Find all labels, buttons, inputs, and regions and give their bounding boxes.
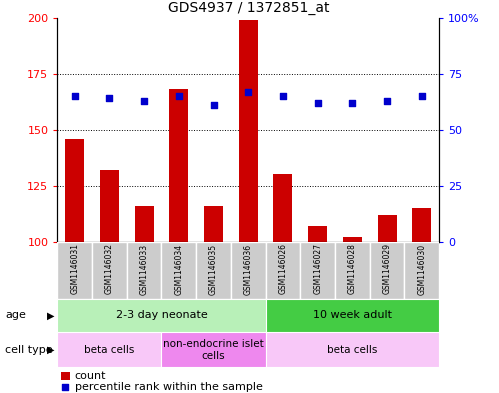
Bar [300,242,335,299]
Bar [273,174,292,242]
Text: GSM1146034: GSM1146034 [174,243,183,294]
Bar [265,299,439,332]
Text: age: age [5,310,26,320]
Point [61,384,69,390]
Text: GSM1146029: GSM1146029 [383,243,392,294]
Text: GSM1146033: GSM1146033 [140,243,149,294]
Point [105,95,113,101]
Text: GSM1146031: GSM1146031 [70,243,79,294]
Text: 2-3 day neonate: 2-3 day neonate [116,310,208,320]
Bar [196,242,231,299]
Text: GSM1146026: GSM1146026 [278,243,287,294]
Bar [335,242,370,299]
Bar [162,242,196,299]
Text: non-endocrine islet
cells: non-endocrine islet cells [163,339,264,360]
Text: GSM1146028: GSM1146028 [348,243,357,294]
Bar [231,242,265,299]
Text: GSM1146032: GSM1146032 [105,243,114,294]
Text: ▶: ▶ [47,310,55,320]
Text: ▶: ▶ [47,345,55,355]
Text: GSM1146027: GSM1146027 [313,243,322,294]
Bar [65,139,84,242]
Point [175,93,183,99]
Point [279,93,287,99]
Bar [265,242,300,299]
Text: beta cells: beta cells [84,345,135,355]
Bar [100,170,119,242]
Text: beta cells: beta cells [327,345,378,355]
Bar [61,371,69,380]
Point [383,97,391,104]
Text: cell type: cell type [5,345,52,355]
Bar [57,299,265,332]
Bar [127,242,162,299]
Bar [308,226,327,242]
Point [418,93,426,99]
Bar [370,242,404,299]
Point [244,88,252,95]
Bar [169,89,189,242]
Point [314,100,322,106]
Title: GDS4937 / 1372851_at: GDS4937 / 1372851_at [168,1,329,15]
Text: count: count [74,371,106,381]
Text: GSM1146036: GSM1146036 [244,243,253,294]
Text: percentile rank within the sample: percentile rank within the sample [74,382,262,391]
Bar [92,242,127,299]
Bar [412,208,431,242]
Bar [57,242,92,299]
Bar [343,237,362,242]
Bar [239,20,258,242]
Bar [162,332,265,367]
Point [71,93,79,99]
Text: 10 week adult: 10 week adult [313,310,392,320]
Bar [404,242,439,299]
Bar [57,332,162,367]
Point [140,97,148,104]
Bar [135,206,154,242]
Text: GSM1146030: GSM1146030 [417,243,426,294]
Bar [378,215,397,242]
Text: GSM1146035: GSM1146035 [209,243,218,294]
Point [210,102,218,108]
Point [348,100,356,106]
Bar [204,206,223,242]
Bar [265,332,439,367]
